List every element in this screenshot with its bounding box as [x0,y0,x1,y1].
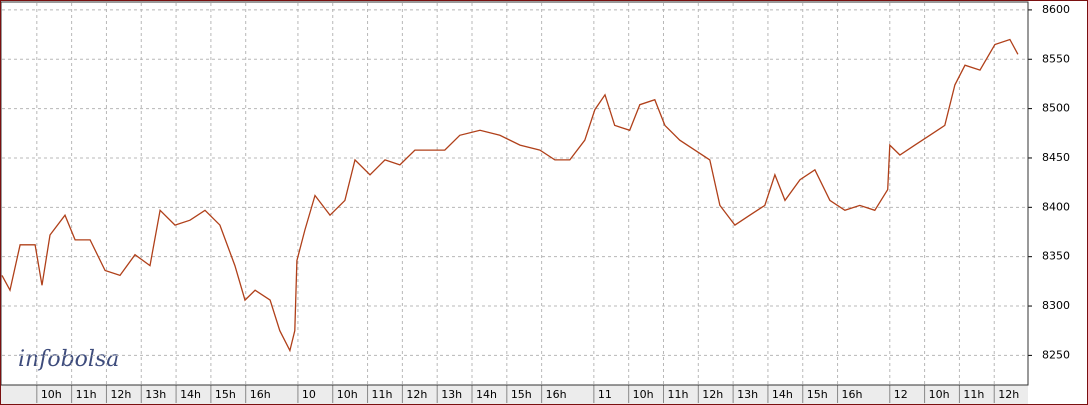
x-tick-label: 14h [772,388,793,401]
x-tick-label: 11 [598,388,612,401]
x-tick-label: 13h [737,388,758,401]
x-tick-label: 16h [546,388,567,401]
x-tick-label: 13h [145,388,166,401]
y-tick-label: 8350 [1042,250,1070,263]
x-tick-label: 14h [180,388,201,401]
x-tick-label: 12h [406,388,427,401]
x-tick-label: 13h [441,388,462,401]
x-tick-label: 12 [894,388,908,401]
x-tick-label: 16h [250,388,271,401]
x-tick-label: 10h [929,388,950,401]
x-tick-label: 12h [998,388,1019,401]
x-tick-label: 10 [302,388,316,401]
watermark: infobolsa [18,347,119,372]
y-tick-label: 8500 [1042,102,1070,115]
y-tick-label: 8400 [1042,200,1070,213]
y-tick-label: 8550 [1042,52,1070,65]
x-tick-label: 11h [372,388,393,401]
x-tick-label: 10h [633,388,654,401]
x-tick-label: 11h [963,388,984,401]
x-tick-label: 15h [807,388,828,401]
y-tick-label: 8450 [1042,151,1070,164]
y-tick-label: 8600 [1042,3,1070,16]
x-tick-label: 15h [215,388,236,401]
x-tick-label: 11h [667,388,688,401]
x-tick-label: 10h [337,388,358,401]
x-tick-label: 15h [511,388,532,401]
x-tick-label: 10h [41,388,62,401]
x-tick-label: 14h [476,388,497,401]
x-tick-label: 16h [842,388,863,401]
x-tick-label: 11h [76,388,97,401]
x-tick-label: 12h [702,388,723,401]
y-tick-label: 8300 [1042,299,1070,312]
x-tick-label: 12h [110,388,131,401]
x-axis-strip [1,385,1028,404]
y-tick-label: 8250 [1042,348,1070,361]
price-line [1,38,1019,353]
